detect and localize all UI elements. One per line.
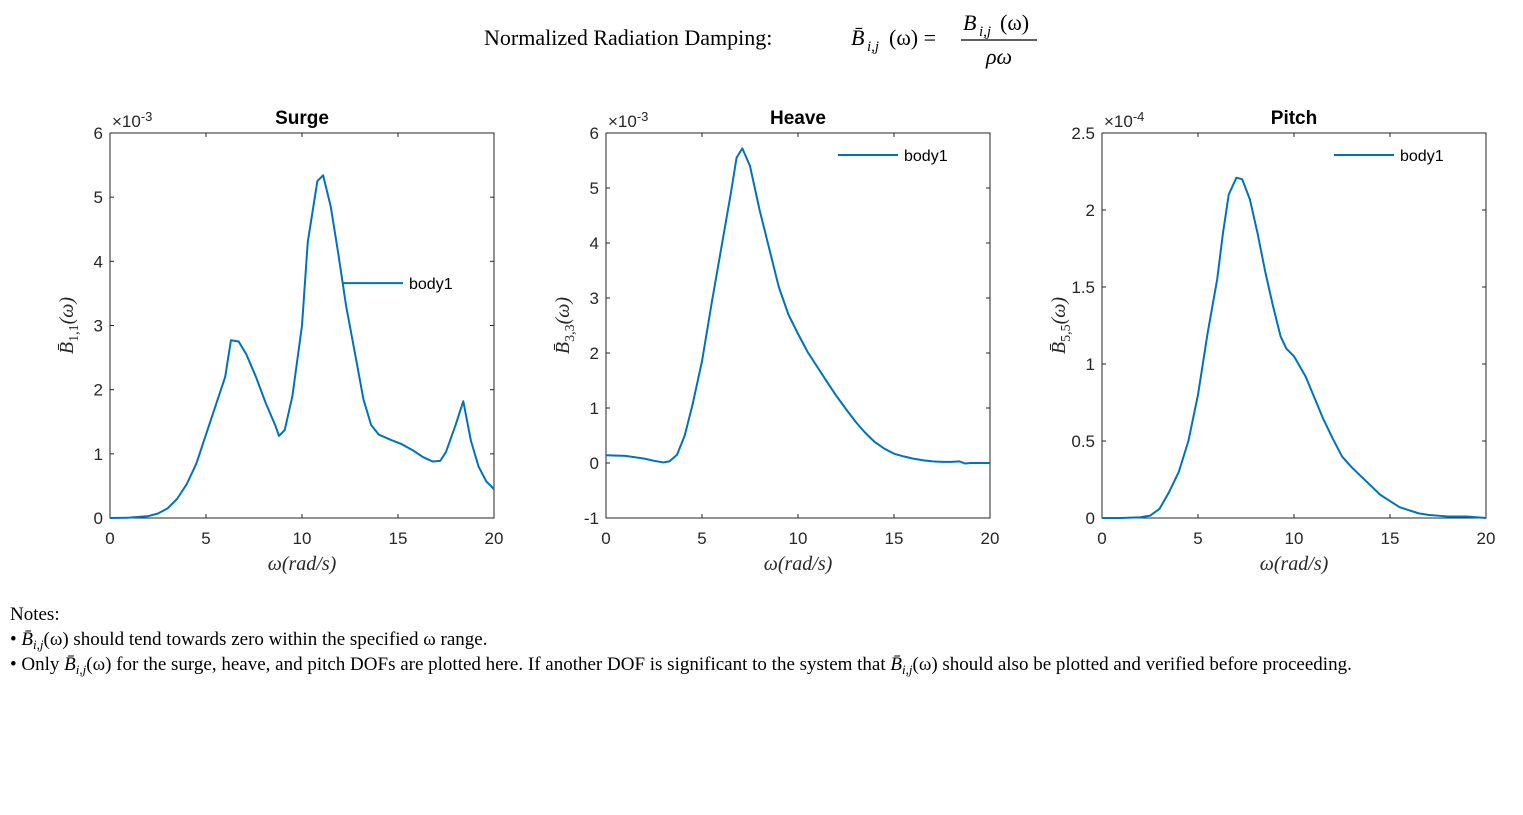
legend-label: body1 [1400,148,1444,165]
x-tick-label: 20 [1477,529,1496,548]
note-math-base: B̄ [64,654,76,675]
x-tick-label: 15 [885,529,904,548]
y-exponent-power: -4 [1133,109,1145,124]
y-exponent-power: -3 [141,109,153,124]
y-tick-label: 2.5 [1071,124,1095,143]
x-tick-label: 0 [601,529,610,548]
y-label-main: B̄ [56,342,78,354]
x-tick-label: 15 [1381,529,1400,548]
y-exponent-power: -3 [637,109,649,124]
x-tick-label: 10 [789,529,808,548]
formula-num-rest: (ω) [1000,10,1029,35]
x-axis-label: ω(rad/s) [764,553,833,575]
figure-title: Normalized Radiation Damping: [484,25,772,50]
formula-lhs-sub: i,j [867,39,879,55]
y-label-arg: (ω) [552,297,574,325]
y-label-main: B̄ [552,342,574,354]
note-item: • B̄i,j(ω) should tend towards zero with… [10,627,1500,652]
y-exponent: ×10-4 [1104,109,1144,131]
note-math: B̄i,j [64,654,87,677]
y-exponent-base: ×10 [608,112,637,131]
y-label-sub: 1,1 [67,324,82,342]
x-tick-label: 20 [485,529,504,548]
y-tick-label: 1 [1086,355,1095,374]
y-tick-label: -1 [584,509,599,528]
formula-lhs-rest: (ω) = [889,25,936,50]
x-axis-label: ω(rad/s) [268,553,337,575]
legend-label: body1 [409,276,453,293]
note-math: B̄i,j [890,654,913,677]
note-text: (ω) should tend towards zero within the … [43,629,488,650]
note-math-sub: i,j [902,662,913,677]
axes-title: Surge [275,108,329,129]
formula-den: ρω [985,44,1012,69]
y-tick-label: 6 [94,124,103,143]
y-tick-label: 1 [590,399,599,418]
y-tick-label: 5 [590,179,599,198]
y-label-sub: 5,5 [1059,324,1074,342]
notes-heading: Notes: [10,604,60,625]
y-exponent: ×10-3 [112,109,152,131]
y-tick-label: 0.5 [1071,432,1095,451]
plot-area [1101,132,1487,519]
formula-lhs: B̄ [851,25,864,50]
y-tick-label: 1.5 [1071,278,1095,297]
y-exponent-base: ×10 [1104,112,1133,131]
y-label-main: B̄ [1048,342,1070,354]
note-math-base: B̄ [890,654,903,675]
plot-area [605,132,991,519]
x-tick-label: 0 [105,529,114,548]
y-tick-label: 2 [1086,201,1095,220]
notes: Notes: • B̄i,j(ω) should tend towards zer… [10,602,1500,677]
y-tick-label: 4 [94,252,103,271]
y-tick-label: 0 [94,509,103,528]
x-tick-label: 5 [697,529,706,548]
note-math-sub: i,j [33,637,44,652]
y-tick-label: 2 [94,381,103,400]
x-tick-label: 20 [981,529,1000,548]
x-axis-label: ω(rad/s) [1260,553,1329,575]
y-label-arg: (ω) [1048,297,1070,325]
note-math-sub: i,j [75,662,87,677]
y-tick-label: 6 [590,124,599,143]
x-tick-label: 10 [1285,529,1304,548]
figure: Normalized Radiation Damping: B̄ i,j (ω)… [56,10,1496,575]
y-tick-label: 0 [590,454,599,473]
formula-num: B [963,10,976,35]
y-tick-label: 3 [94,317,103,336]
x-tick-label: 10 [293,529,312,548]
y-axis-label: B̄3,3(ω) [552,297,578,355]
legend-label: body1 [904,148,948,165]
note-item: • Only B̄i,j(ω) for the surge, heave, an… [10,652,1500,677]
y-tick-label: 2 [590,344,599,363]
note-text: • [10,629,22,650]
y-axis-label: B̄1,1(ω) [56,297,82,355]
x-tick-label: 0 [1097,529,1106,548]
x-tick-label: 5 [201,529,210,548]
note-math-base: B̄ [21,629,34,650]
formula-num-sub: i,j [979,24,991,40]
y-tick-label: 5 [94,188,103,207]
y-label-arg: (ω) [56,297,78,325]
y-label-sub: 3,3 [563,324,578,342]
y-tick-label: 4 [590,234,599,253]
series-line [605,147,990,465]
y-axis-label: B̄5,5(ω) [1048,297,1074,355]
note-text: (ω) for the surge, heave, and pitch DOFs… [86,654,891,675]
note-math: B̄i,j [21,629,44,652]
note-text: (ω) should also be plotted and verified … [912,654,1352,675]
y-exponent-base: ×10 [112,112,141,131]
x-tick-label: 5 [1193,529,1202,548]
y-tick-label: 1 [94,445,103,464]
y-exponent: ×10-3 [608,109,648,131]
y-tick-label: 0 [1086,509,1095,528]
x-tick-label: 15 [389,529,408,548]
axes-title: Pitch [1271,108,1317,129]
note-text: • Only [10,654,65,675]
series-line [1102,176,1487,519]
y-tick-label: 3 [590,289,599,308]
series-line [109,174,495,519]
axes-title: Heave [770,108,826,129]
